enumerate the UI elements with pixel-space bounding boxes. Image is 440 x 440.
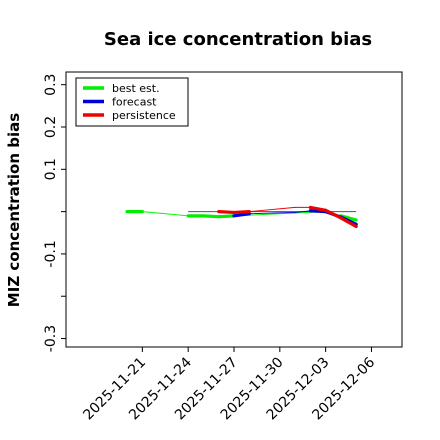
y-tick-label: 0.2 [43,116,59,138]
series-segment-best-est [141,211,189,217]
y-tick-label: 0.3 [43,74,59,96]
plot-area: -0.3-0.10.10.20.32025-11-212025-11-24202… [43,71,403,423]
series-segment-forecast [294,210,311,213]
series-segment-forecast [248,212,296,215]
legend-entry: forecast [112,96,157,109]
series-segment-persistence [232,210,251,215]
series-segment-persistence [308,205,328,212]
series-segment-forecast [232,212,251,218]
series-segment-persistence [217,210,236,215]
legend-entry: persistence [112,109,176,122]
series-segment-persistence [339,216,358,229]
series-segment-best-est [201,214,221,219]
y-tick-label: -0.1 [43,240,59,267]
series-segment-persistence [324,208,343,220]
y-tick-label: -0.3 [43,325,59,352]
y-tick-label: 0.1 [43,158,59,180]
chart-title: Sea ice concentration bias [104,29,372,50]
series-segment-best-est [217,214,236,219]
series-segment-persistence [248,206,296,213]
legend-entry: best est. [112,82,160,95]
y-axis-label: MIZ concentration bias [5,113,23,307]
